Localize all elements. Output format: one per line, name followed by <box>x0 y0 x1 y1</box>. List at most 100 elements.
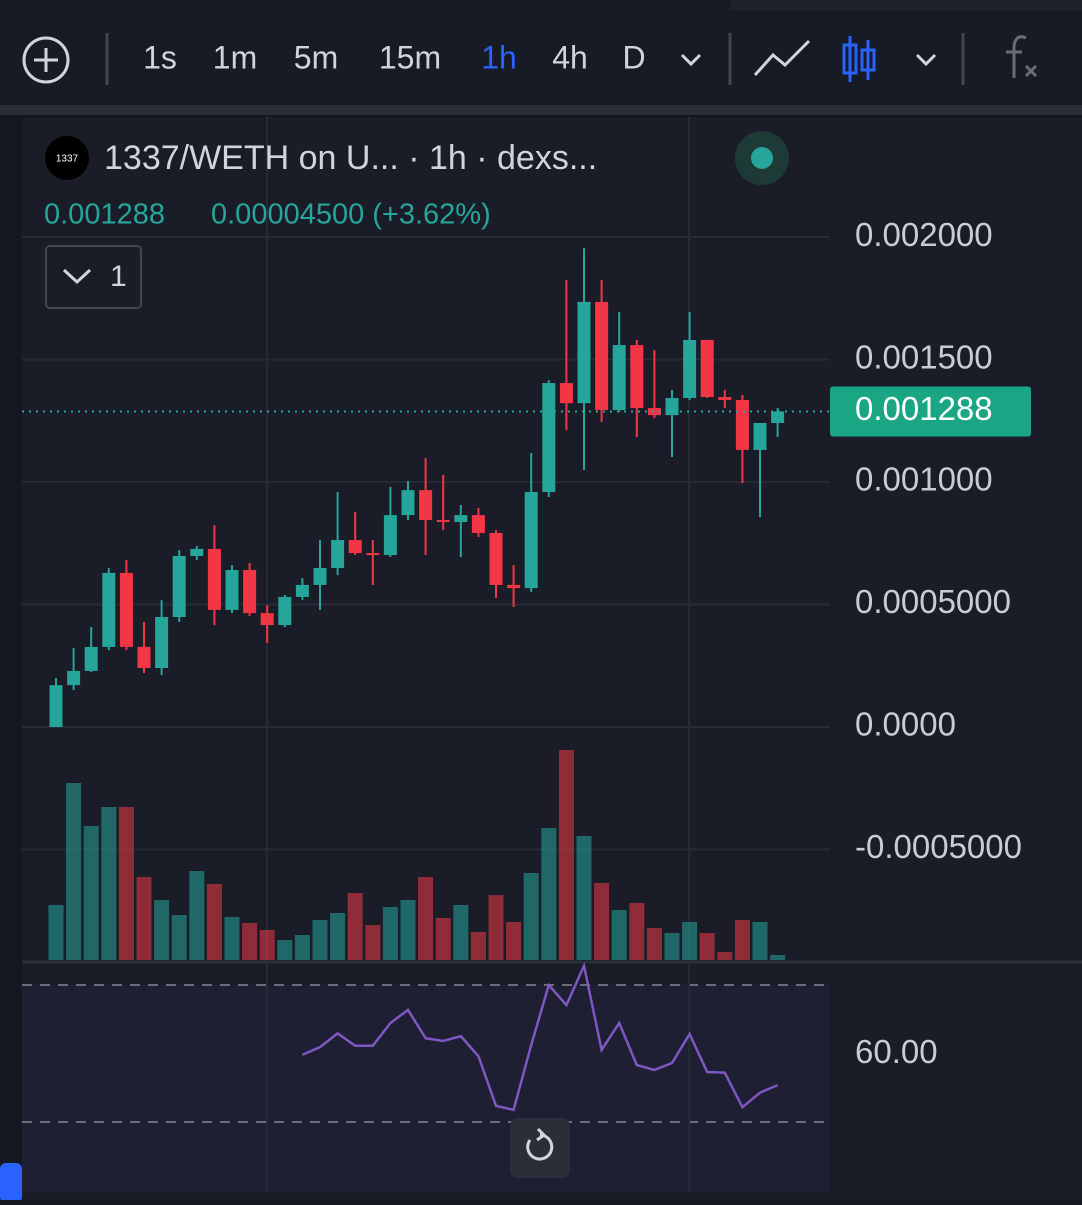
candle-body <box>67 670 81 686</box>
candle-body <box>542 383 556 493</box>
volume-bar <box>382 907 398 960</box>
volume-bar <box>400 900 416 960</box>
volume-bar <box>171 915 187 960</box>
volume-bar <box>752 922 768 960</box>
rsi-tick-label: 60.00 <box>855 1033 938 1070</box>
volume-bar <box>48 905 64 960</box>
candle-chart-icon[interactable] <box>842 36 876 82</box>
add-button[interactable] <box>22 36 70 84</box>
candle-body <box>119 572 133 647</box>
toolbar <box>0 0 1082 105</box>
rsi-background <box>22 985 830 1192</box>
candle-body <box>278 596 292 626</box>
interval-dropdown[interactable] <box>680 53 702 67</box>
volume-bar <box>277 940 293 960</box>
volume-bar <box>118 807 134 960</box>
side-handle[interactable] <box>0 1163 22 1203</box>
volume-bar <box>770 955 786 960</box>
interval-button[interactable]: 5m <box>294 39 338 75</box>
candle-body <box>753 422 767 450</box>
interval-button[interactable]: 1h <box>481 39 517 75</box>
candle-body <box>348 540 362 554</box>
interval-button[interactable]: 15m <box>379 39 441 75</box>
volume-bar <box>646 928 662 960</box>
candle-body <box>260 613 274 626</box>
chart-type-dropdown[interactable] <box>915 53 937 67</box>
volume-bar <box>523 873 539 960</box>
candle-body <box>366 553 380 556</box>
interval-button[interactable]: 4h <box>552 39 588 75</box>
candle-body <box>84 646 98 671</box>
volume-bar <box>699 933 715 960</box>
candle-body <box>559 383 573 404</box>
candle-body <box>595 301 609 411</box>
volume-bar <box>189 871 205 960</box>
status-dot <box>751 147 773 169</box>
volume-bar <box>717 952 733 960</box>
volume-bar <box>312 920 328 960</box>
candle-body <box>49 685 63 728</box>
volume-bar <box>101 807 117 960</box>
line-chart-icon[interactable] <box>753 39 811 77</box>
candle-body <box>700 339 714 398</box>
candle-body <box>735 399 749 450</box>
volume-bar <box>506 922 522 960</box>
y-tick-label: -0.0005000 <box>855 828 1022 865</box>
indicator-count: 1 <box>110 260 127 293</box>
candle-body <box>771 411 785 423</box>
indicator-toggle[interactable]: 1 <box>45 245 142 309</box>
candle-body <box>630 345 644 409</box>
candle-body <box>137 646 151 668</box>
volume-bar <box>136 877 152 960</box>
top-strip <box>730 0 1082 10</box>
candle-body <box>190 548 204 557</box>
volume-bar <box>347 893 363 960</box>
volume-bar <box>294 935 310 960</box>
candle-body <box>683 339 697 398</box>
candle-body <box>524 492 538 589</box>
candle-body <box>507 584 521 589</box>
candle-body <box>718 397 732 400</box>
candle-body <box>471 515 485 533</box>
candle-body <box>665 398 679 416</box>
volume-bar <box>365 925 381 960</box>
volume-bar <box>664 933 680 960</box>
last-price-label: 0.001288 <box>855 390 993 427</box>
indicators-icon[interactable] <box>1006 35 1038 78</box>
interval-button[interactable]: 1s <box>143 39 177 75</box>
y-tick-label: 0.0000 <box>855 706 956 743</box>
volume-bar <box>435 918 451 960</box>
volume-bar <box>206 884 222 960</box>
volume-bar <box>330 913 346 960</box>
candle-body <box>436 520 450 523</box>
volume-bar <box>682 922 698 960</box>
y-tick-label: 0.0005000 <box>855 583 1011 620</box>
last-price: 0.001288 <box>44 199 165 231</box>
candle-body <box>612 345 626 411</box>
logo-text: 1337 <box>56 154 79 165</box>
candle-body <box>647 408 661 416</box>
volume-bar <box>594 883 610 960</box>
interval-button[interactable]: 1m <box>213 39 257 75</box>
volume-bar <box>629 903 645 960</box>
interval-button[interactable]: D <box>622 39 645 75</box>
y-tick-label: 0.002000 <box>855 216 993 253</box>
volume-bar <box>541 828 557 960</box>
candle-body <box>102 572 116 647</box>
volume-bar <box>611 910 627 960</box>
candle-body <box>577 301 591 404</box>
volume-bar <box>734 920 750 960</box>
candle-body <box>419 490 433 521</box>
candle-body <box>243 569 257 614</box>
candle-body <box>401 490 415 516</box>
rsi-line <box>301 961 779 1112</box>
volume-bar <box>154 900 170 960</box>
candle-body <box>295 584 309 597</box>
candle-body <box>172 556 186 618</box>
volume-bar <box>259 930 275 960</box>
reset-button[interactable] <box>510 1118 570 1178</box>
toolbar-border <box>0 105 1082 115</box>
candle-body <box>331 540 345 569</box>
y-tick-label: 0.001000 <box>855 461 993 498</box>
